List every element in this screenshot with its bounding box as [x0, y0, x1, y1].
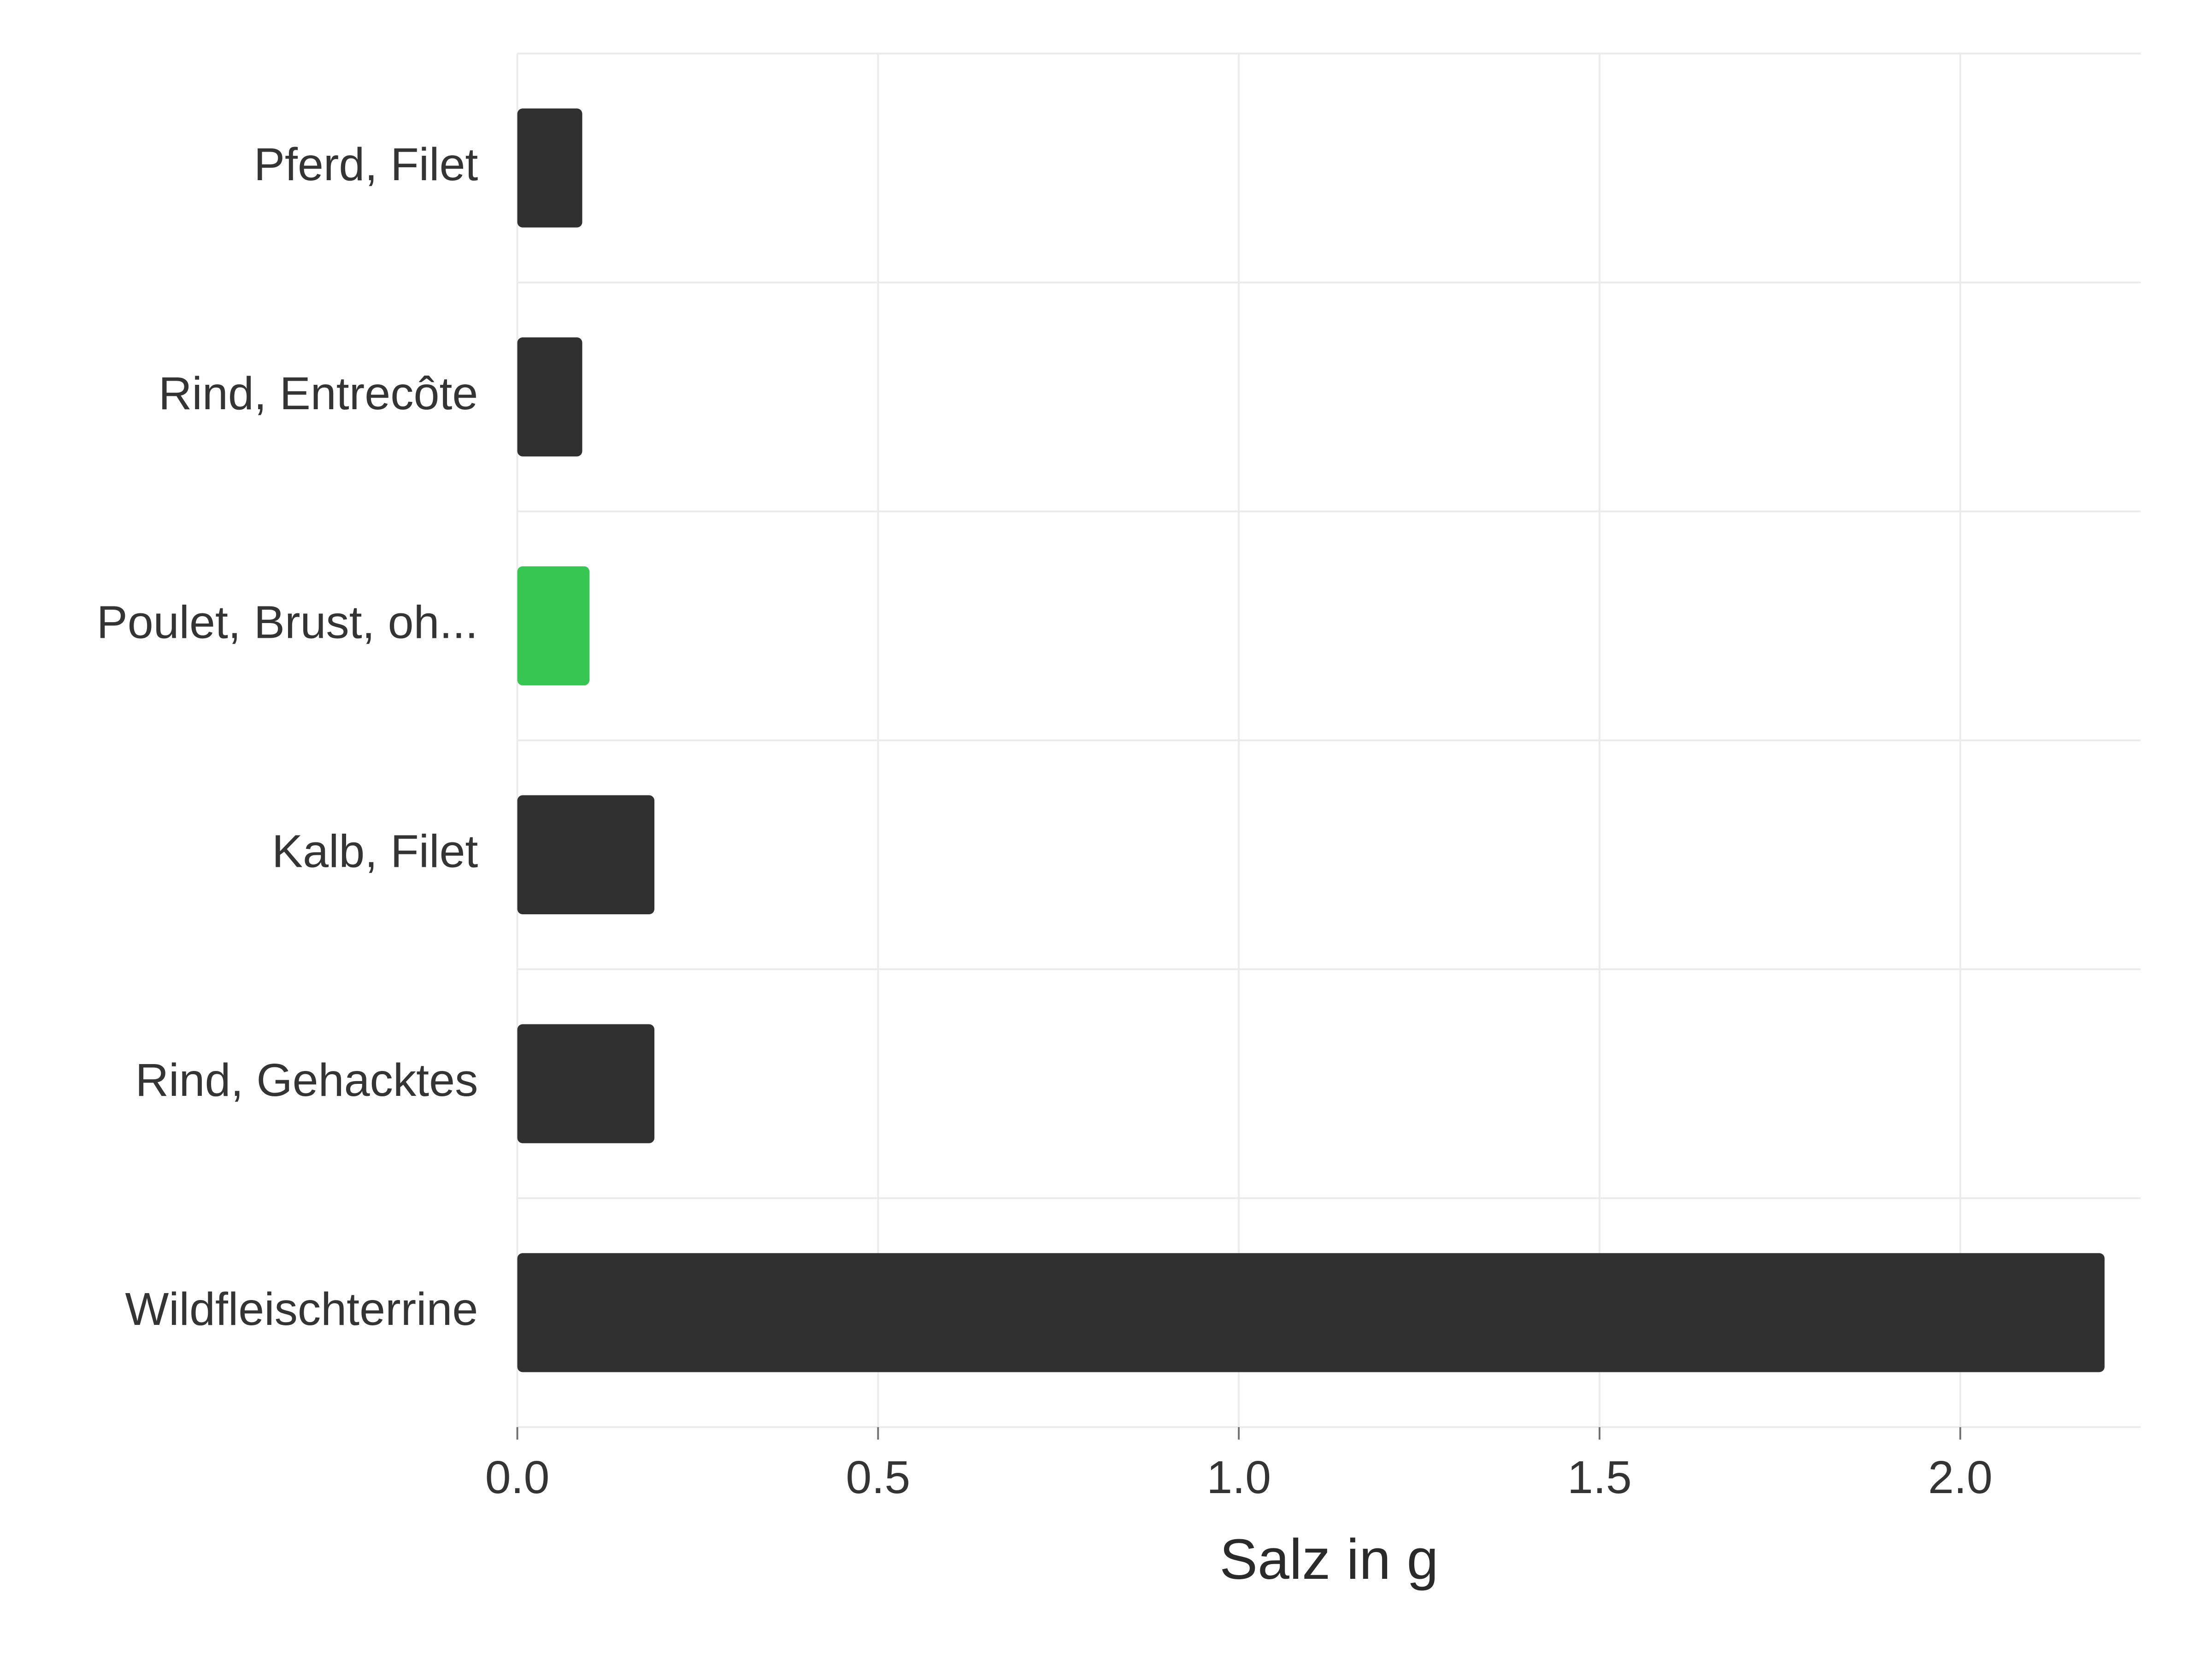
x-tick-label: 0.5 — [846, 1452, 910, 1503]
bar — [518, 566, 590, 685]
x-tick-label: 1.5 — [1567, 1452, 1632, 1503]
x-tick-label: 1.0 — [1206, 1452, 1271, 1503]
y-tick-label: Rind, Gehacktes — [135, 1054, 478, 1106]
bar — [518, 795, 654, 914]
bar — [518, 108, 582, 227]
x-tick-label: 2.0 — [1928, 1452, 1993, 1503]
bar — [518, 1024, 654, 1143]
y-tick-label: Rind, Entrecôte — [159, 368, 478, 419]
bar — [518, 337, 582, 456]
y-tick-label: Pferd, Filet — [254, 139, 478, 190]
y-tick-label: Wildfleischterrine — [125, 1283, 478, 1335]
x-axis-label: Salz in g — [1219, 1528, 1438, 1591]
x-tick-label: 0.0 — [485, 1452, 550, 1503]
bar — [518, 1253, 2105, 1372]
y-tick-label: Kalb, Filet — [272, 825, 478, 877]
salt-bar-chart: Pferd, Filet Rind, Entrecôte Poulet, Brust… — [0, 0, 2212, 1659]
y-tick-label: Poulet, Brust, oh... — [97, 597, 478, 648]
chart-container: Pferd, Filet Rind, Entrecôte Poulet, Brust… — [0, 0, 2212, 1659]
